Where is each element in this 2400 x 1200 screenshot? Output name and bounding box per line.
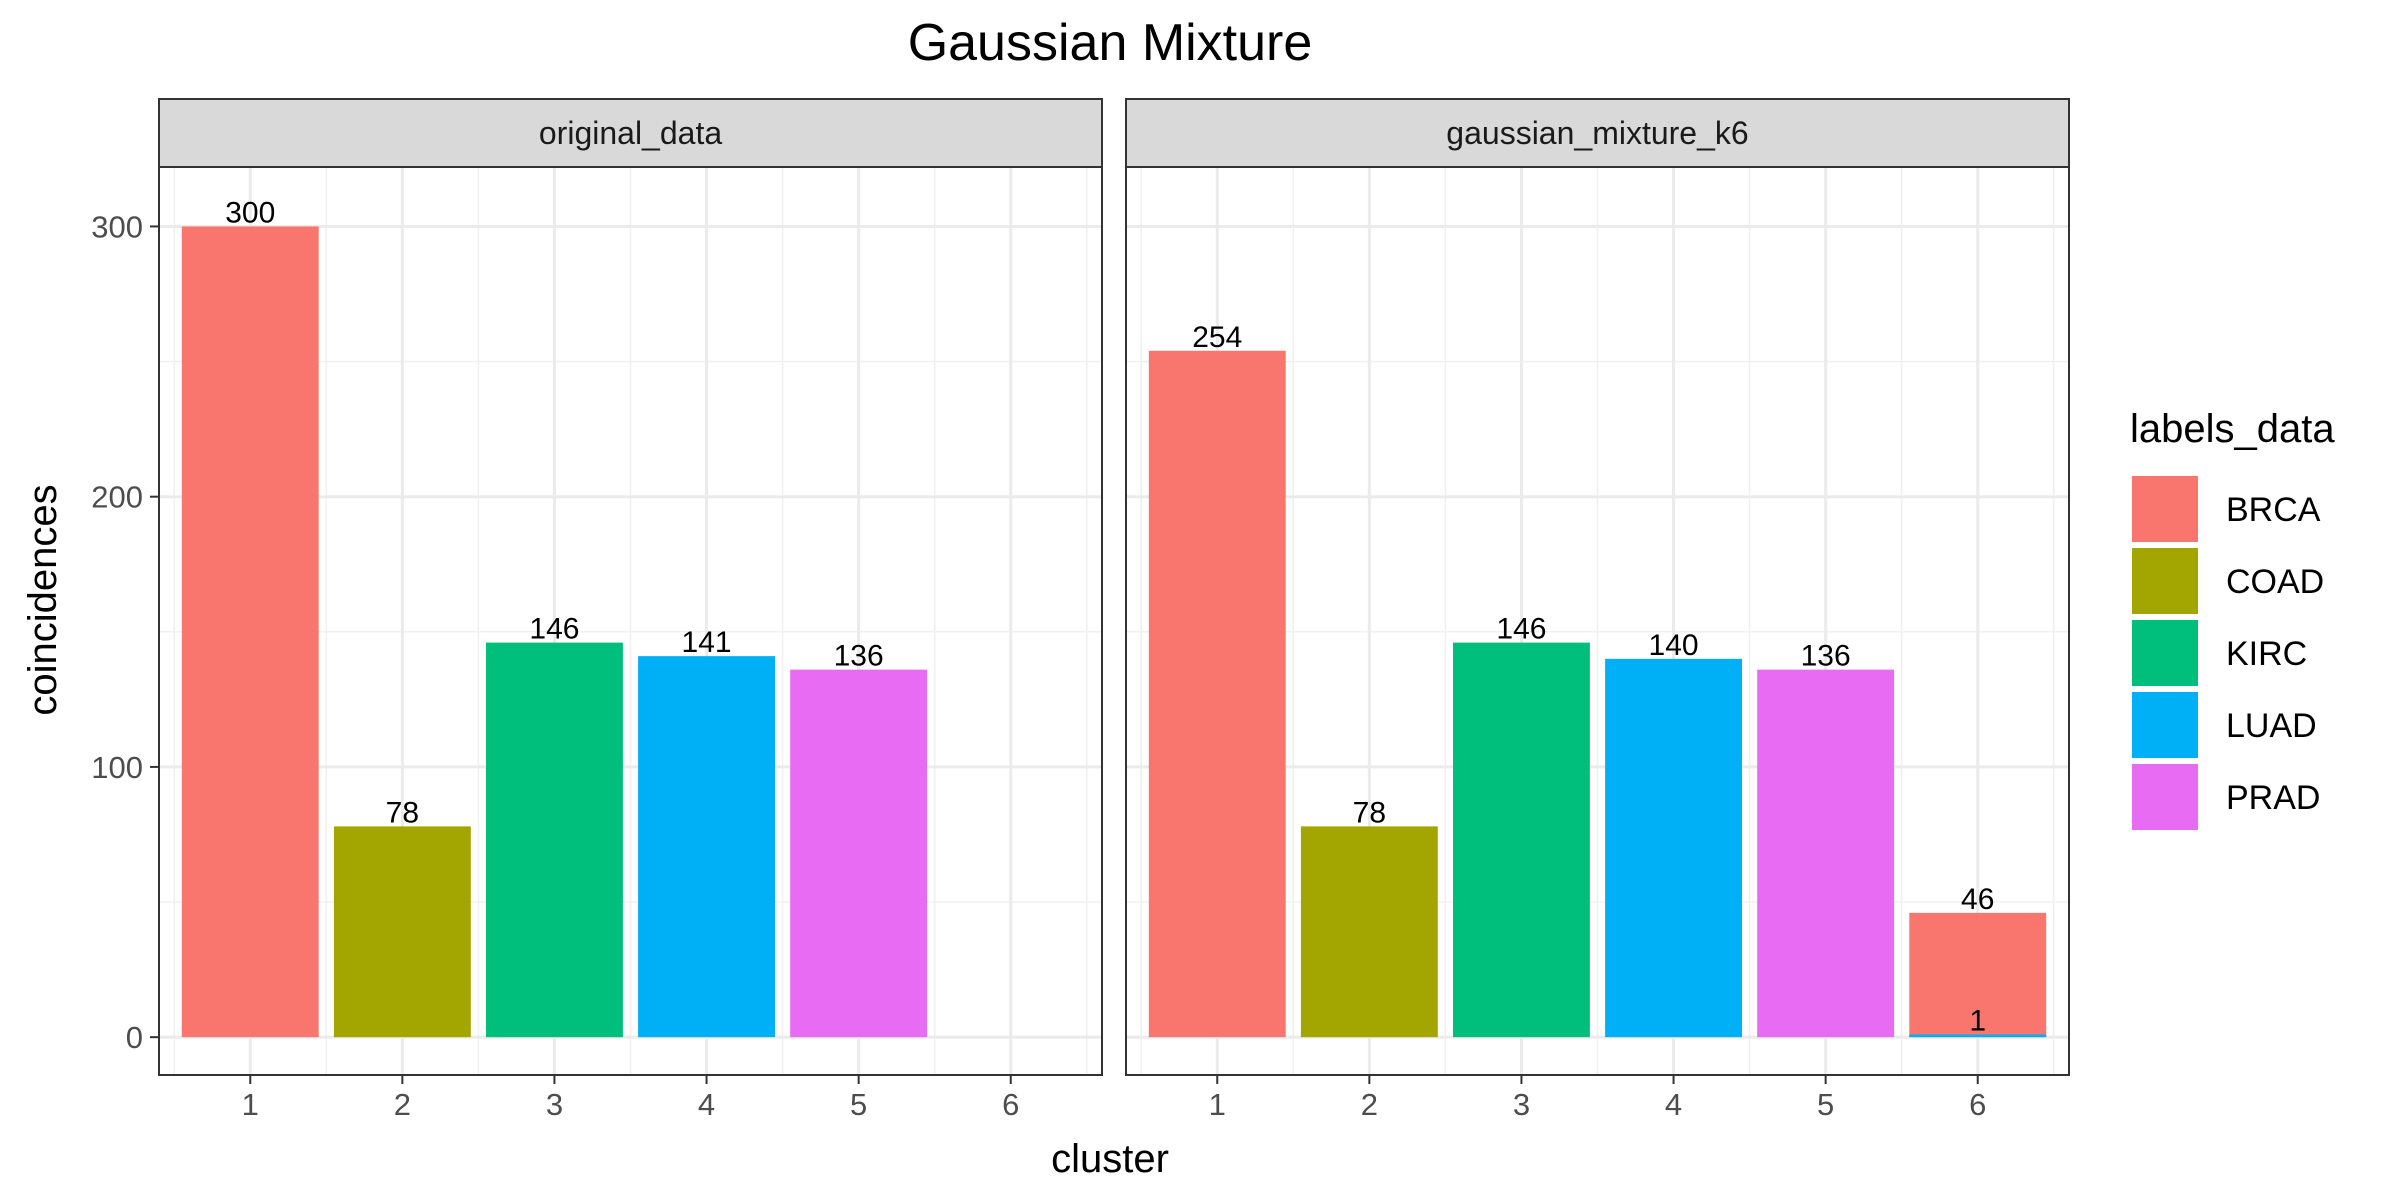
- bar-kirc-cluster-3: [1453, 642, 1590, 1038]
- x-tick-label: 1: [1209, 1087, 1226, 1122]
- legend-key-brca: [2132, 476, 2198, 542]
- data-label: 78: [386, 796, 419, 829]
- legend-label-brca: BRCA: [2226, 491, 2321, 529]
- x-tick-label: 6: [1002, 1087, 1019, 1122]
- bar-brca-cluster-1: [1148, 350, 1286, 1038]
- bar-kirc-cluster-3: [486, 642, 623, 1038]
- facet-strip-label: original_data: [539, 115, 722, 151]
- bar-brca-cluster-1: [181, 226, 319, 1038]
- panel-original_data: 300 78 146 141 136 original_data 1 2 3 4 5 6: [158, 98, 1103, 1122]
- data-label: 46: [1961, 883, 1994, 916]
- facet-strip: [1125, 98, 2070, 168]
- legend-label-kirc: KIRC: [2226, 635, 2307, 673]
- bar-coad-cluster-2: [1300, 826, 1438, 1038]
- data-label: 254: [1192, 321, 1242, 354]
- bar-prad-cluster-5: [1757, 669, 1895, 1038]
- data-label: 78: [1353, 796, 1386, 829]
- data-label: 1: [1969, 1004, 1986, 1037]
- bar-luad-cluster-6: [1909, 1034, 2047, 1038]
- data-label: 146: [1496, 613, 1546, 646]
- x-tick-label: 2: [1361, 1087, 1378, 1122]
- legend-label-luad: LUAD: [2226, 707, 2317, 745]
- data-label: 146: [529, 613, 579, 646]
- data-label: 300: [225, 196, 275, 229]
- y-axis: 0 100 200 300: [91, 209, 159, 1055]
- bar-brca-cluster-6: [1909, 912, 2047, 1038]
- legend-key-luad: [2132, 692, 2198, 758]
- data-label: 141: [682, 626, 732, 659]
- legend-title: labels_data: [2130, 407, 2335, 451]
- bar-luad-cluster-4: [638, 656, 775, 1038]
- legend-key-kirc: [2132, 620, 2198, 686]
- y-tick-label: 300: [91, 209, 143, 244]
- y-tick-label: 0: [126, 1020, 143, 1055]
- data-label: 136: [834, 640, 884, 673]
- chart-title: Gaussian Mixture: [908, 14, 1313, 72]
- legend: labels_data BRCA COAD KIRC LUAD PRAD: [2130, 407, 2335, 830]
- x-tick-label: 3: [1513, 1087, 1530, 1122]
- x-axis-title: cluster: [1051, 1137, 1169, 1181]
- data-label: 140: [1649, 629, 1699, 662]
- x-tick-label: 4: [698, 1087, 715, 1122]
- legend-key-coad: [2132, 548, 2198, 614]
- x-tick-label: 4: [1665, 1087, 1682, 1122]
- data-label: 136: [1801, 640, 1851, 673]
- legend-key-prad: [2132, 764, 2198, 830]
- legend-label-coad: COAD: [2226, 563, 2324, 601]
- bar-coad-cluster-2: [333, 826, 471, 1038]
- x-tick-label: 1: [242, 1087, 259, 1122]
- facet-strip-label: gaussian_mixture_k6: [1446, 115, 1748, 151]
- x-tick-label: 5: [1817, 1087, 1834, 1122]
- x-tick-label: 5: [850, 1087, 867, 1122]
- x-tick-label: 3: [546, 1087, 563, 1122]
- bar-luad-cluster-4: [1605, 658, 1742, 1038]
- bar-prad-cluster-5: [790, 669, 928, 1038]
- y-axis-title: coincidences: [21, 484, 65, 715]
- x-tick-label: 6: [1969, 1087, 1986, 1122]
- facet-strip: [158, 98, 1103, 168]
- x-tick-label: 2: [394, 1087, 411, 1122]
- legend-label-prad: PRAD: [2226, 779, 2320, 817]
- y-tick-label: 100: [91, 750, 143, 785]
- y-tick-label: 200: [91, 480, 143, 515]
